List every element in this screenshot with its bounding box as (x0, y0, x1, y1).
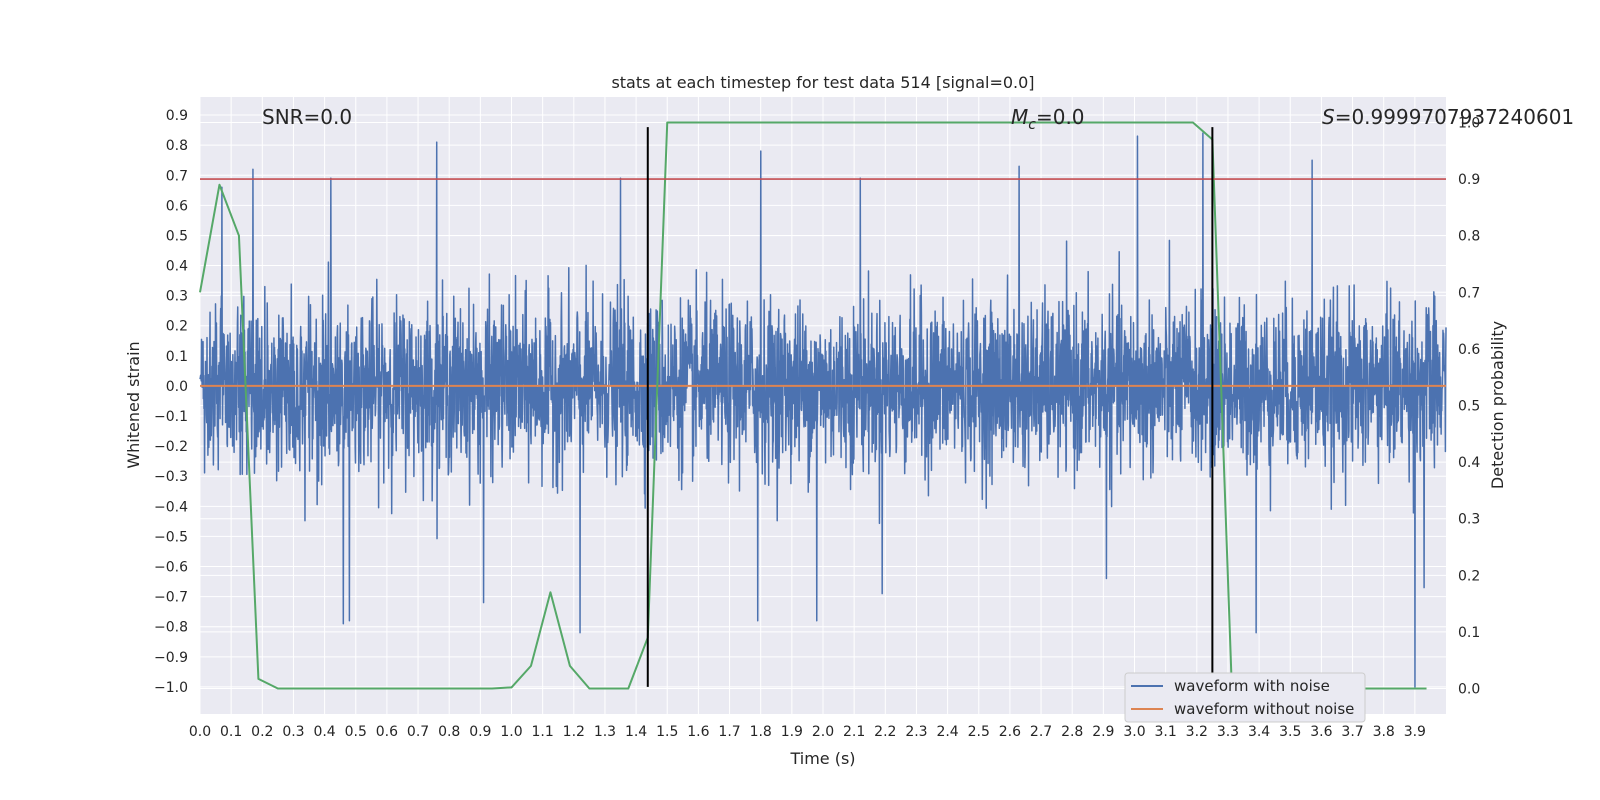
y2-tick-label: 0.6 (1458, 342, 1480, 358)
x-tick-label: 2.5 (968, 724, 990, 740)
s-symbol: S (1322, 105, 1335, 129)
y2-tick-labels: 1.0 0.9 0.8 0.7 0.6 0.5 0.4 0.3 0.2 0.1 0.0 (1458, 115, 1480, 697)
x-tick-label: 2.2 (874, 724, 896, 740)
x-tick-label: 0.1 (220, 724, 242, 740)
x-tick-label: 2.7 (1030, 724, 1052, 740)
legend: waveform with noise waveform without noi… (1124, 672, 1366, 723)
y2-tick-label: 0.5 (1458, 399, 1480, 415)
y2-tick-label: 0.8 (1458, 229, 1480, 245)
y-tick-label: −0.6 (154, 560, 188, 576)
x-tick-label: 1.6 (687, 724, 709, 740)
x-tick-label: 0.4 (313, 724, 335, 740)
x-tick-label: 3.8 (1373, 724, 1395, 740)
y-tick-label: −0.9 (154, 650, 188, 666)
y-tick-label: −0.1 (154, 409, 188, 425)
y-axis-label: Whitened strain (124, 341, 143, 468)
y-tick-label: 0.6 (166, 198, 188, 214)
x-tick-label: 2.4 (936, 724, 958, 740)
x-tick-label: 1.9 (781, 724, 803, 740)
x-tick-label: 1.5 (656, 724, 678, 740)
y-tick-label: −0.7 (154, 590, 188, 606)
x-tick-label: 2.1 (843, 724, 865, 740)
x-tick-label: 3.7 (1341, 724, 1363, 740)
vertical-markers (646, 127, 1214, 687)
y-tick-label: −0.4 (154, 499, 188, 515)
y-tick-label: 0.2 (166, 319, 188, 335)
x-tick-label: 0.5 (345, 724, 367, 740)
x-tick-label: 3.0 (1123, 724, 1145, 740)
y-tick-label: 0.3 (166, 289, 188, 305)
y-tick-label: 0.5 (166, 228, 188, 244)
x-tick-label: 1.3 (594, 724, 616, 740)
y-tick-label: 0.9 (166, 108, 188, 124)
mc-value: =0.0 (1036, 105, 1085, 129)
x-tick-label: 1.2 (563, 724, 585, 740)
x-tick-label: 1.0 (500, 724, 522, 740)
x-tick-label: 0.2 (251, 724, 273, 740)
y2-tick-label: 0.0 (1458, 682, 1480, 698)
mc-symbol: M (1011, 105, 1028, 129)
y-tick-label: 0.0 (166, 379, 188, 395)
x-tick-label: 1.7 (718, 724, 740, 740)
y2-axis-label: Detection probability (1488, 321, 1507, 489)
x-tick-label: 3.3 (1217, 724, 1239, 740)
s-value: =0.9999707937240601 (1335, 105, 1574, 129)
mc-annotation: Mc=0.0 (1011, 105, 1085, 133)
y-tick-label: 0.8 (166, 138, 188, 154)
chart-title: stats at each timestep for test data 514… (611, 73, 1034, 92)
y2-tick-label: 0.4 (1458, 455, 1480, 471)
x-tick-label: 3.4 (1248, 724, 1270, 740)
waveform-with-noise-line (199, 132, 1447, 688)
x-tick-label: 0.6 (376, 724, 398, 740)
y-tick-label: 0.7 (166, 168, 188, 184)
y2-tick-label: 0.2 (1458, 568, 1480, 584)
y2-tick-label: 0.7 (1458, 285, 1480, 301)
y-tick-label: −1.0 (154, 680, 188, 696)
y2-tick-label: 1.0 (1458, 115, 1480, 131)
x-tick-label: 0.3 (282, 724, 304, 740)
legend-box (1124, 672, 1366, 723)
y2-tick-label: 0.1 (1458, 625, 1480, 641)
legend-label-clean: waveform without noise (1174, 700, 1354, 718)
x-tick-label: 2.0 (812, 724, 834, 740)
y2-tick-label: 0.9 (1458, 172, 1480, 188)
y-tick-label: −0.8 (154, 620, 188, 636)
waveform-with-noise-series (199, 132, 1447, 688)
s-annotation: S=0.9999707937240601 (1322, 105, 1574, 129)
y-tick-label: −0.3 (154, 469, 188, 485)
x-tick-label: 0.8 (438, 724, 460, 740)
y-tick-labels: 0.9 0.8 0.7 0.6 0.5 0.4 0.3 0.2 0.1 0.0 −0.1 −0.2 −0… (154, 108, 188, 696)
x-tick-label: 1.8 (750, 724, 772, 740)
legend-label-noise: waveform with noise (1174, 677, 1330, 695)
x-tick-label: 3.6 (1310, 724, 1332, 740)
x-tick-label: 3.5 (1279, 724, 1301, 740)
mc-subscript: c (1028, 117, 1036, 133)
y2-tick-label: 0.3 (1458, 512, 1480, 528)
x-tick-label: 0.7 (407, 724, 429, 740)
y-tick-label: −0.5 (154, 529, 188, 545)
x-tick-label: 3.9 (1404, 724, 1426, 740)
x-tick-label: 3.1 (1155, 724, 1177, 740)
x-tick-label: 0.0 (189, 724, 211, 740)
x-tick-label: 1.4 (625, 724, 647, 740)
snr-annotation: SNR=0.0 (262, 105, 352, 129)
x-tick-label: 2.8 (1061, 724, 1083, 740)
x-tick-label: 2.9 (1092, 724, 1114, 740)
y-tick-label: 0.4 (166, 259, 188, 275)
x-tick-label: 0.9 (469, 724, 491, 740)
x-axis-label: Time (s) (789, 749, 855, 768)
y-tick-label: 0.1 (166, 349, 188, 365)
y-tick-label: −0.2 (154, 439, 188, 455)
x-tick-label: 3.2 (1186, 724, 1208, 740)
x-tick-label: 2.3 (905, 724, 927, 740)
x-tick-labels: 0.0 0.1 0.2 0.3 0.4 0.5 0.6 0.7 0.8 0.9 1.0 1.1 1.2 1… (189, 724, 1426, 740)
x-tick-label: 1.1 (532, 724, 554, 740)
x-tick-label: 2.6 (999, 724, 1021, 740)
